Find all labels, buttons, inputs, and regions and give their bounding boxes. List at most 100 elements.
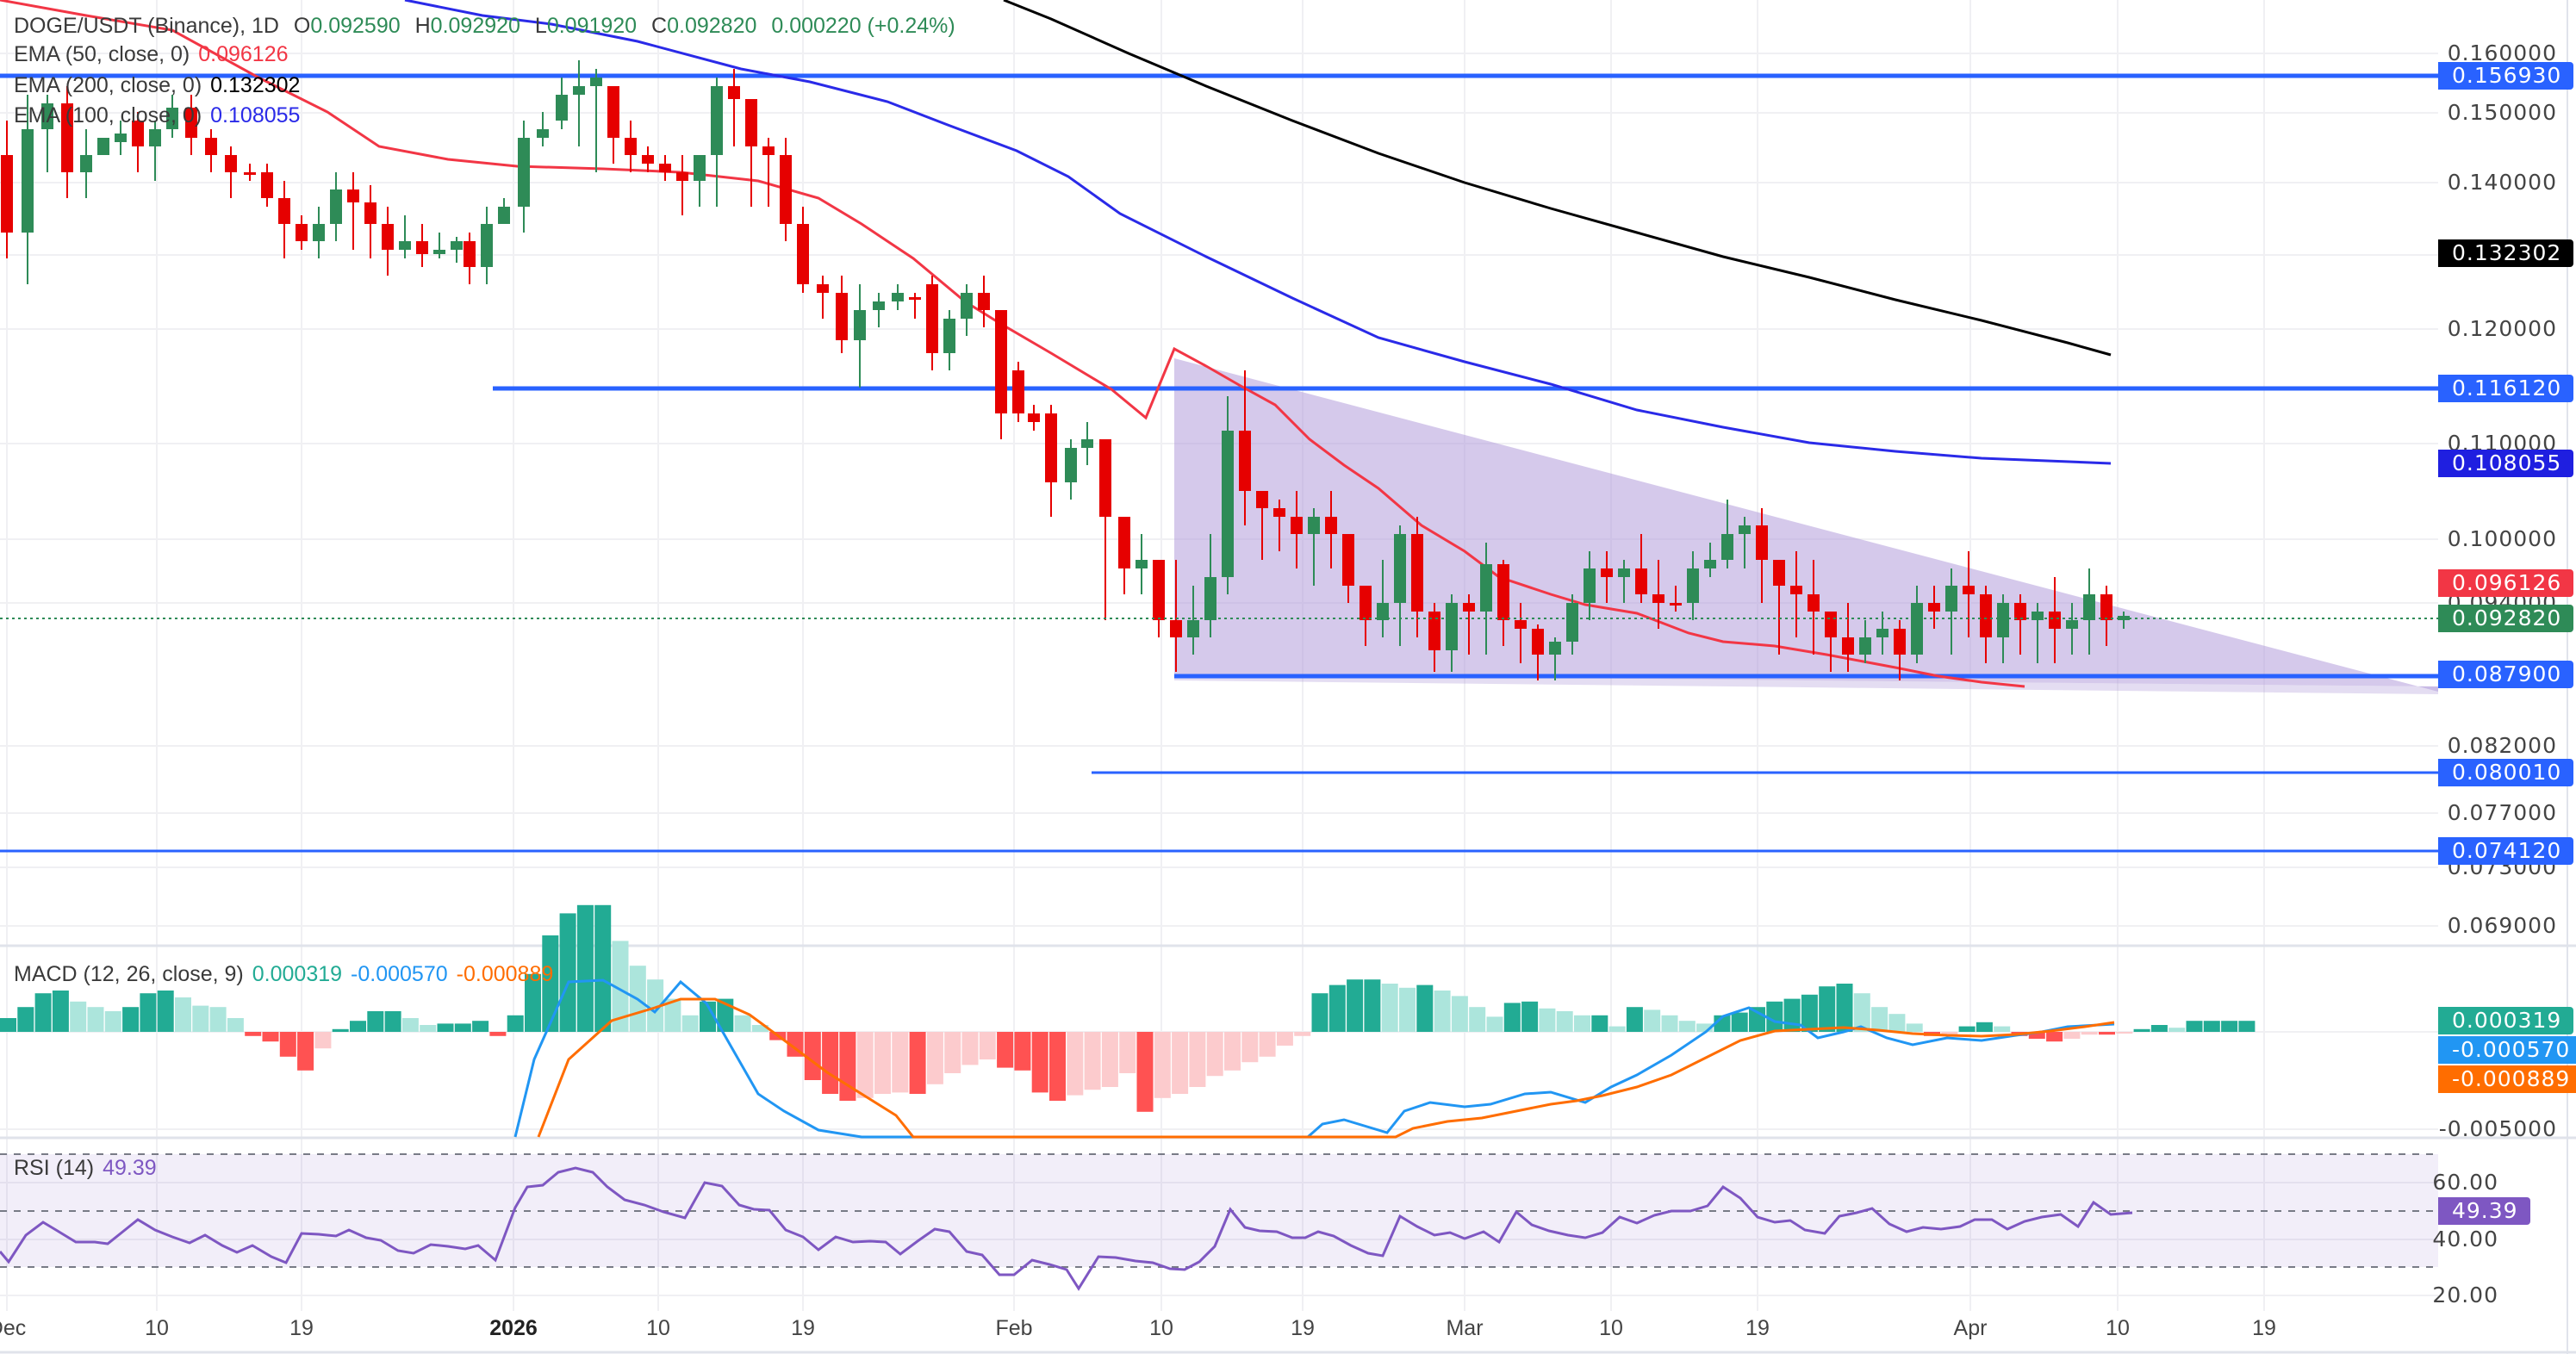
price-tag[interactable]: 0.132302 — [2438, 239, 2574, 267]
bearish-candle[interactable] — [926, 284, 938, 353]
bullish-candle[interactable] — [1480, 564, 1492, 612]
bullish-candle[interactable] — [590, 78, 602, 86]
bearish-candle[interactable] — [1532, 629, 1544, 655]
bearish-candle[interactable] — [642, 155, 654, 164]
bearish-candle[interactable] — [1342, 534, 1354, 586]
price-tag[interactable]: 0.080010 — [2438, 759, 2574, 786]
bullish-candle[interactable] — [961, 293, 973, 319]
bearish-candle[interactable] — [659, 164, 671, 172]
bearish-candle[interactable] — [780, 155, 792, 224]
bearish-candle[interactable] — [625, 138, 637, 155]
bearish-candle[interactable] — [1497, 564, 1509, 620]
bearish-candle[interactable] — [1428, 612, 1440, 650]
bullish-candle[interactable] — [1721, 534, 1733, 560]
bullish-candle[interactable] — [166, 108, 178, 129]
bullish-candle[interactable] — [1997, 603, 2009, 637]
bullish-candle[interactable] — [573, 86, 585, 95]
macd-signal-line[interactable] — [537, 997, 2115, 1139]
bearish-candle[interactable] — [1118, 517, 1130, 568]
bearish-candle[interactable] — [1360, 586, 1372, 620]
price-tag[interactable]: 0.087900 — [2438, 661, 2574, 688]
bullish-candle[interactable] — [518, 138, 530, 207]
bullish-candle[interactable] — [1204, 577, 1216, 620]
bullish-candle[interactable] — [2066, 620, 2078, 629]
candlesticks[interactable] — [1, 60, 2130, 680]
bullish-candle[interactable] — [149, 129, 161, 146]
bearish-candle[interactable] — [1045, 413, 1057, 482]
bearish-candle[interactable] — [995, 310, 1007, 413]
bullish-candle[interactable] — [2083, 594, 2095, 620]
bullish-candle[interactable] — [1222, 431, 1234, 577]
bearish-candle[interactable] — [1928, 603, 1940, 612]
bearish-candle[interactable] — [1170, 620, 1182, 637]
symbol-legend[interactable]: DOGE/USDT (Binance), 1D O0.092590 H0.092… — [14, 13, 964, 39]
bearish-candle[interactable] — [261, 172, 273, 198]
bearish-candle[interactable] — [1773, 560, 1785, 586]
bearish-candle[interactable] — [1842, 637, 1854, 655]
ema100-line[interactable] — [404, 0, 2112, 465]
bullish-candle[interactable] — [80, 155, 92, 172]
bullish-candle[interactable] — [1308, 517, 1320, 534]
bearish-candle[interactable] — [278, 198, 290, 224]
bullish-candle[interactable] — [1065, 448, 1077, 482]
bearish-candle[interactable] — [1894, 629, 1906, 655]
bullish-candle[interactable] — [41, 103, 53, 129]
bullish-candle[interactable] — [854, 310, 866, 340]
bearish-candle[interactable] — [909, 297, 921, 300]
bullish-candle[interactable] — [1687, 568, 1699, 603]
bearish-candle[interactable] — [416, 241, 428, 254]
bearish-candle[interactable] — [244, 172, 256, 175]
price-tag[interactable]: 0.092820 — [2438, 605, 2574, 632]
bullish-candle[interactable] — [1876, 629, 1888, 637]
rsi-legend[interactable]: RSI (14) 49.39 — [14, 1155, 165, 1181]
bearish-candle[interactable] — [1463, 603, 1475, 612]
price-tag[interactable]: 0.156930 — [2438, 62, 2574, 90]
bullish-candle[interactable] — [1377, 603, 1389, 620]
bearish-candle[interactable] — [1012, 370, 1024, 413]
bullish-candle[interactable] — [1704, 560, 1716, 568]
bearish-candle[interactable] — [1652, 594, 1664, 603]
ema200-legend[interactable]: EMA (200, close, 0) 0.132302 — [14, 72, 308, 98]
macd-line[interactable] — [513, 978, 2115, 1139]
bearish-candle[interactable] — [1756, 525, 1768, 560]
bullish-candle[interactable] — [537, 129, 549, 138]
bullish-candle[interactable] — [115, 134, 127, 142]
bearish-candle[interactable] — [1808, 594, 1820, 612]
bullish-candle[interactable] — [873, 301, 885, 310]
bullish-candle[interactable] — [711, 86, 723, 155]
bearish-candle[interactable] — [1980, 594, 1992, 637]
bullish-candle[interactable] — [1566, 603, 1578, 642]
bearish-candle[interactable] — [1, 155, 13, 233]
bearish-candle[interactable] — [1670, 603, 1682, 606]
bearish-candle[interactable] — [347, 189, 359, 202]
bullish-candle[interactable] — [1911, 603, 1923, 655]
bearish-candle[interactable] — [1291, 517, 1303, 534]
bearish-candle[interactable] — [676, 172, 688, 181]
bullish-candle[interactable] — [1945, 586, 1957, 612]
bearish-candle[interactable] — [205, 138, 217, 155]
bullish-candle[interactable] — [451, 241, 463, 250]
bullish-candle[interactable] — [2032, 612, 2044, 620]
bearish-candle[interactable] — [2014, 603, 2026, 620]
price-tag[interactable]: 0.096126 — [2438, 569, 2574, 597]
bearish-candle[interactable] — [382, 224, 394, 250]
bullish-candle[interactable] — [694, 155, 706, 181]
ema200-line[interactable] — [1003, 0, 2112, 357]
bullish-candle[interactable] — [1136, 560, 1148, 568]
bullish-candle[interactable] — [1549, 642, 1561, 655]
bearish-candle[interactable] — [1239, 431, 1251, 491]
price-tag[interactable]: 0.108055 — [2438, 450, 2574, 477]
bearish-candle[interactable] — [1601, 568, 1613, 577]
bearish-candle[interactable] — [1635, 568, 1647, 594]
bearish-candle[interactable] — [1099, 439, 1111, 517]
bearish-candle[interactable] — [2100, 594, 2112, 620]
bullish-candle[interactable] — [1859, 637, 1871, 655]
bullish-candle[interactable] — [943, 319, 955, 353]
price-tag[interactable]: 0.116120 — [2438, 375, 2574, 402]
macd-legend[interactable]: MACD (12, 26, close, 9) 0.000319 -0.000570… — [14, 961, 562, 987]
bullish-candle[interactable] — [1618, 568, 1630, 577]
rsi-tag[interactable]: 49.39 — [2438, 1197, 2530, 1225]
ema50-line[interactable] — [0, 0, 2025, 688]
bullish-candle[interactable] — [330, 189, 342, 224]
bullish-candle[interactable] — [1081, 439, 1093, 448]
